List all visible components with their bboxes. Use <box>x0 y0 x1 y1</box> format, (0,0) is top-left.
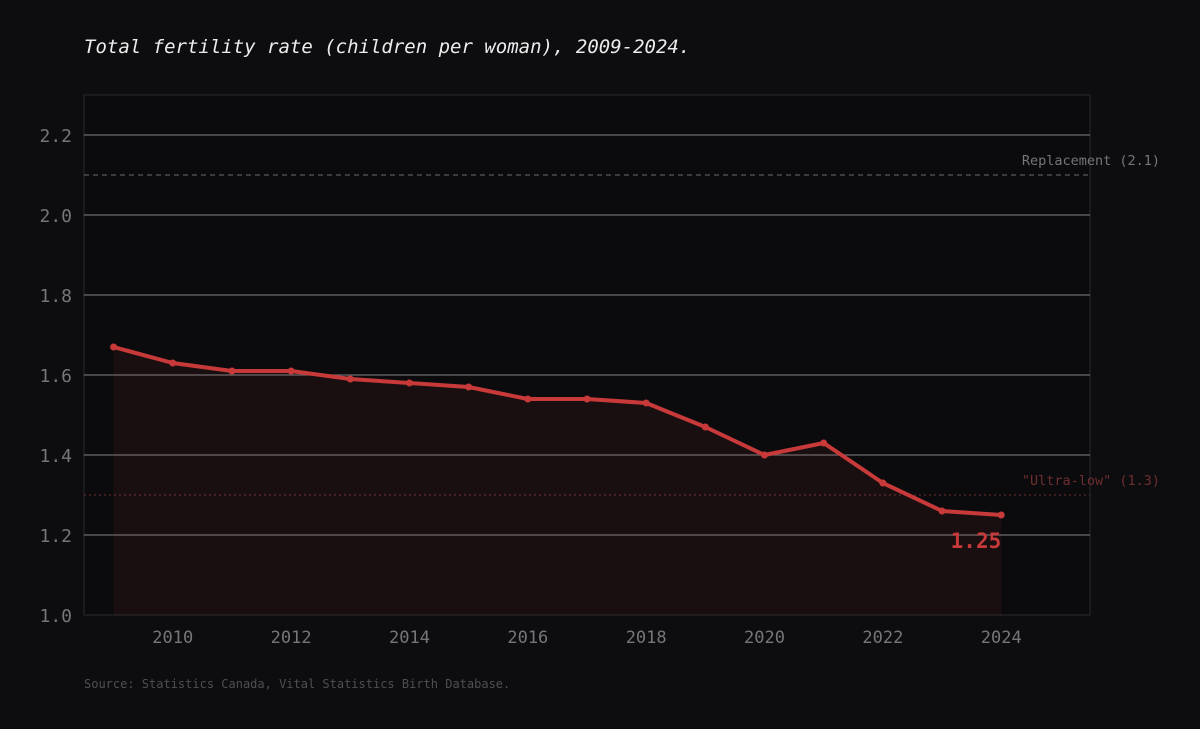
x-tick-label: 2024 <box>981 628 1022 648</box>
data-point <box>287 367 295 375</box>
data-point <box>346 375 354 383</box>
data-point <box>701 423 709 431</box>
data-point <box>405 379 413 387</box>
data-point <box>228 367 236 375</box>
data-point <box>110 343 118 351</box>
series-line <box>113 345 1002 517</box>
x-tick-label: 2020 <box>744 628 785 648</box>
data-point <box>820 439 828 447</box>
data-point <box>524 395 532 403</box>
y-tick-label: 2.2 <box>39 126 72 147</box>
data-point <box>465 383 473 391</box>
y-tick-label: 1.0 <box>39 606 72 627</box>
y-tick-label: 1.2 <box>39 526 72 547</box>
data-point <box>997 511 1005 519</box>
x-tick-label: 2012 <box>271 628 312 648</box>
data-point <box>761 451 769 459</box>
x-tick-label: 2016 <box>507 628 548 648</box>
data-point <box>642 399 650 407</box>
data-point <box>879 479 887 487</box>
reference-label: Replacement (2.1) <box>1022 153 1160 169</box>
chart-title: Total fertility rate (children per woman… <box>84 36 691 58</box>
x-tick-label: 2018 <box>626 628 667 648</box>
data-point <box>938 507 946 515</box>
x-tick-label: 2010 <box>152 628 193 648</box>
last-value-label: 1.25 <box>951 529 1002 553</box>
area-fill <box>113 347 1002 615</box>
y-tick-label: 1.4 <box>39 446 72 467</box>
data-point <box>169 359 177 367</box>
x-tick-label: 2014 <box>389 628 430 648</box>
reference-label: "Ultra-low" (1.3) <box>1022 473 1160 489</box>
y-tick-label: 1.8 <box>39 286 72 307</box>
x-tick-label: 2022 <box>862 628 903 648</box>
y-tick-label: 2.0 <box>39 206 72 227</box>
data-point <box>583 395 591 403</box>
plot-area <box>83 94 1091 616</box>
source-note: Source: Statistics Canada, Vital Statist… <box>84 677 511 691</box>
y-tick-label: 1.6 <box>39 366 72 387</box>
